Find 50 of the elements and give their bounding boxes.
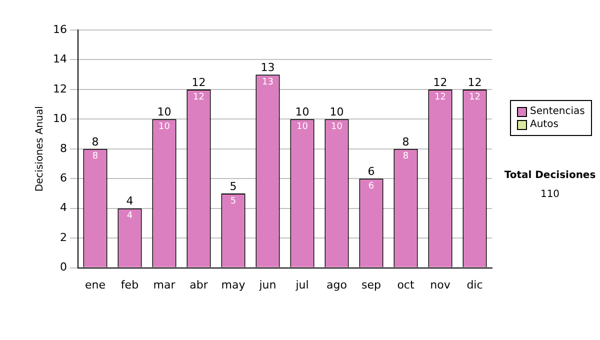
data-label: 8 xyxy=(402,152,409,162)
data-label: 12 xyxy=(469,92,480,102)
total-label: 13 xyxy=(260,60,275,74)
legend-label: Sentencias xyxy=(529,105,585,118)
data-label: 10 xyxy=(331,122,343,132)
y-tick-label: 6 xyxy=(60,171,67,184)
y-axis-title: Decisiones Anual xyxy=(34,106,46,192)
y-tick-label: 16 xyxy=(52,22,67,36)
total-label: 10 xyxy=(295,106,310,119)
x-tick-label: feb xyxy=(120,278,139,292)
total-label: 8 xyxy=(92,135,99,148)
text: 110 xyxy=(539,189,561,200)
y-tick-label: 14 xyxy=(52,52,67,66)
data-label: 5 xyxy=(230,196,236,206)
x-tick-label: sep xyxy=(362,278,382,292)
x-tick-label: ene xyxy=(84,278,106,292)
legend-label: Autos xyxy=(529,118,560,131)
y-tick-label: 4 xyxy=(60,201,67,214)
x-tick-label: jul xyxy=(294,278,309,292)
data-label: 12 xyxy=(434,92,446,102)
total-label: 12 xyxy=(192,76,206,89)
data-label: 10 xyxy=(158,122,170,132)
data-label: 12 xyxy=(193,92,204,102)
data-label: 6 xyxy=(368,181,374,192)
y-tick-label: 0 xyxy=(60,260,67,274)
total-label: 10 xyxy=(157,106,172,119)
y-tick-label: 8 xyxy=(60,142,67,155)
x-tick-label: dic xyxy=(466,278,483,292)
x-tick-label: ago xyxy=(326,278,348,292)
x-tick-label: oct xyxy=(397,278,415,292)
total-label: 4 xyxy=(126,194,134,208)
x-tick-label: abr xyxy=(190,278,208,292)
total-label: 6 xyxy=(368,164,375,178)
x-tick-label: nov xyxy=(430,278,451,292)
total-label: 5 xyxy=(230,180,237,193)
text: Total Decisiones xyxy=(503,170,597,181)
total-label: 12 xyxy=(468,76,482,89)
data-label: 13 xyxy=(262,77,274,88)
total-label: 8 xyxy=(402,135,410,148)
y-tick-label: 12 xyxy=(52,82,67,96)
x-tick-label: may xyxy=(221,278,246,292)
y-tick-label: 2 xyxy=(60,230,67,244)
data-label: 8 xyxy=(92,152,98,162)
data-label: 10 xyxy=(296,122,308,132)
data-label: 4 xyxy=(126,211,133,222)
total-label: 10 xyxy=(330,106,344,119)
y-tick-label: 10 xyxy=(52,112,67,126)
x-tick-label: mar xyxy=(153,278,176,292)
total-label: 12 xyxy=(433,76,448,89)
x-tick-label: jun xyxy=(258,278,276,292)
